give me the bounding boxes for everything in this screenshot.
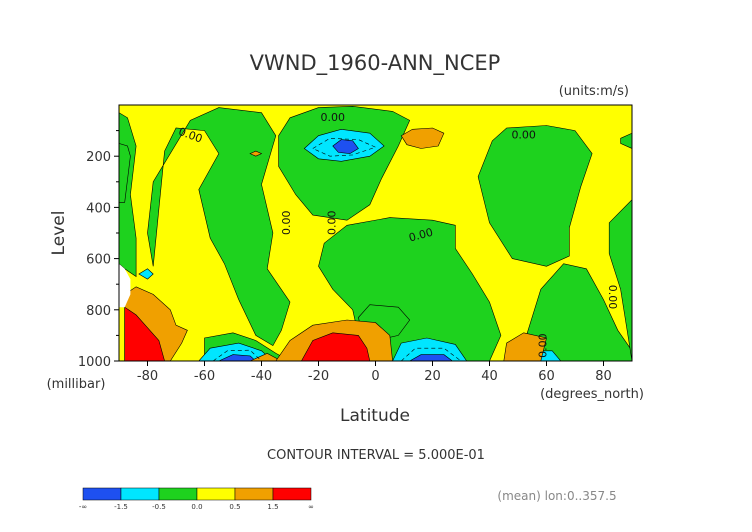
contour-region-8 xyxy=(608,199,632,361)
contour-region-22 xyxy=(400,127,445,149)
colorbar: -∞ -1.5 -0.5 0.0 0.5 1.5 ∞ xyxy=(79,487,314,511)
colorbar-swatch-1 xyxy=(120,487,160,501)
colorbar-swatch-3 xyxy=(196,487,236,501)
contour-region-7 xyxy=(517,263,632,361)
colorbar-label-2: -0.5 xyxy=(152,503,166,511)
y-axis-ticks: 200 400 600 800 1000 xyxy=(78,130,119,370)
contour-region-12 xyxy=(198,342,274,361)
contour-region-10 xyxy=(620,132,632,149)
contour-region-9 xyxy=(119,143,131,203)
contour-region-24 xyxy=(503,332,547,361)
colorbar-label-6: ∞ xyxy=(308,503,314,511)
x-tick-label-5: 20 xyxy=(424,369,441,384)
contour-region-20 xyxy=(249,352,282,361)
contour-region-3 xyxy=(278,105,411,221)
x-tick-label-2: -40 xyxy=(251,369,272,384)
x-tick-label-4: 0 xyxy=(371,369,379,384)
contour-label-7: 0.00 xyxy=(537,333,550,358)
chart-title: VWND_1960-ANN_NCEP xyxy=(250,51,501,76)
contour-region-25 xyxy=(124,306,165,361)
contour-region-1 xyxy=(147,107,291,347)
x-tick-label-7: 60 xyxy=(538,369,555,384)
colorbar-swatch-4 xyxy=(234,487,274,501)
contour-label-5: 0.00 xyxy=(407,226,434,245)
x-axis-label: Latitude xyxy=(340,406,410,426)
footer-note: (mean) lon:0..357.5 xyxy=(497,489,616,503)
contour-labels: 0.000.00 0.000.00 0.000.000.000.00 xyxy=(177,111,619,358)
contour-region-6 xyxy=(477,125,593,267)
y-tick-label-3: 800 xyxy=(86,304,111,319)
y-axis-label: Level xyxy=(49,211,69,256)
colorbar-swatch-2 xyxy=(158,487,198,501)
colorbar-label-4: 0.5 xyxy=(229,503,240,511)
contour-label-3: 0.00 xyxy=(280,211,293,236)
contour-interval-text: CONTOUR INTERVAL = 5.000E-01 xyxy=(267,448,485,463)
colorbar-swatch-0 xyxy=(82,487,122,501)
contour-label-0: 0.00 xyxy=(321,111,346,124)
contour-region-18 xyxy=(409,354,453,361)
x-tick-label-3: -20 xyxy=(308,369,329,384)
dashed-contour-0 xyxy=(312,137,377,157)
colorbar-label-3: 0.0 xyxy=(191,503,202,511)
contour-label-4: 0.00 xyxy=(326,211,339,236)
colorbar-label-5: 1.5 xyxy=(267,503,278,511)
x-axis-ticks: -80 -60 -40 -20 0 20 40 60 80 xyxy=(137,361,612,384)
contour-region-17 xyxy=(218,354,257,361)
negative-contour-lines xyxy=(212,137,462,361)
x-units-label: (degrees_north) xyxy=(540,387,644,402)
y-units-label: (millibar) xyxy=(47,377,106,392)
contour-label-6: 0.00 xyxy=(606,285,619,310)
colorbar-label-0: -∞ xyxy=(79,503,87,511)
colorbar-label-1: -1.5 xyxy=(114,503,128,511)
contour-region-16 xyxy=(332,139,359,154)
x-tick-label-1: -60 xyxy=(194,369,215,384)
x-tick-label-6: 40 xyxy=(481,369,498,384)
colorbar-swatch-5 xyxy=(272,487,312,501)
contour-fill-layer xyxy=(119,105,632,361)
contour-region-13 xyxy=(392,337,468,361)
contour-region-14 xyxy=(138,268,154,280)
y-tick-label-0: 200 xyxy=(86,150,111,165)
contour-region-23 xyxy=(249,150,263,157)
x-tick-label-0: -80 xyxy=(137,369,158,384)
x-tick-label-8: 80 xyxy=(595,369,612,384)
contour-region-27 xyxy=(119,263,131,308)
y-tick-label-2: 600 xyxy=(86,253,111,268)
contour-label-2: 0.00 xyxy=(511,129,536,142)
units-label: (units:m/s) xyxy=(559,84,629,99)
contour-region-26 xyxy=(301,332,371,361)
y-tick-label-4: 1000 xyxy=(78,355,111,370)
y-tick-label-1: 400 xyxy=(86,201,111,216)
